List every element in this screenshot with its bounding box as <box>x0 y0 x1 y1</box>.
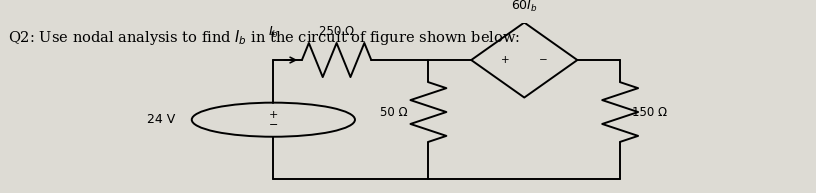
Text: $I_b$: $I_b$ <box>268 25 279 40</box>
Text: 50 Ω: 50 Ω <box>380 106 408 119</box>
Text: −: − <box>268 120 278 130</box>
Text: +: + <box>501 55 510 65</box>
Text: 150 Ω: 150 Ω <box>632 106 667 119</box>
Text: Q2: Use nodal analysis to find $I_b$ in the circuit of figure shown below:: Q2: Use nodal analysis to find $I_b$ in … <box>8 28 521 47</box>
Text: 250 Ω: 250 Ω <box>319 25 354 38</box>
Text: −: − <box>539 55 548 65</box>
Text: +: + <box>268 110 278 120</box>
Text: 24 V: 24 V <box>147 113 175 126</box>
Text: 60$I_b$: 60$I_b$ <box>511 0 538 14</box>
